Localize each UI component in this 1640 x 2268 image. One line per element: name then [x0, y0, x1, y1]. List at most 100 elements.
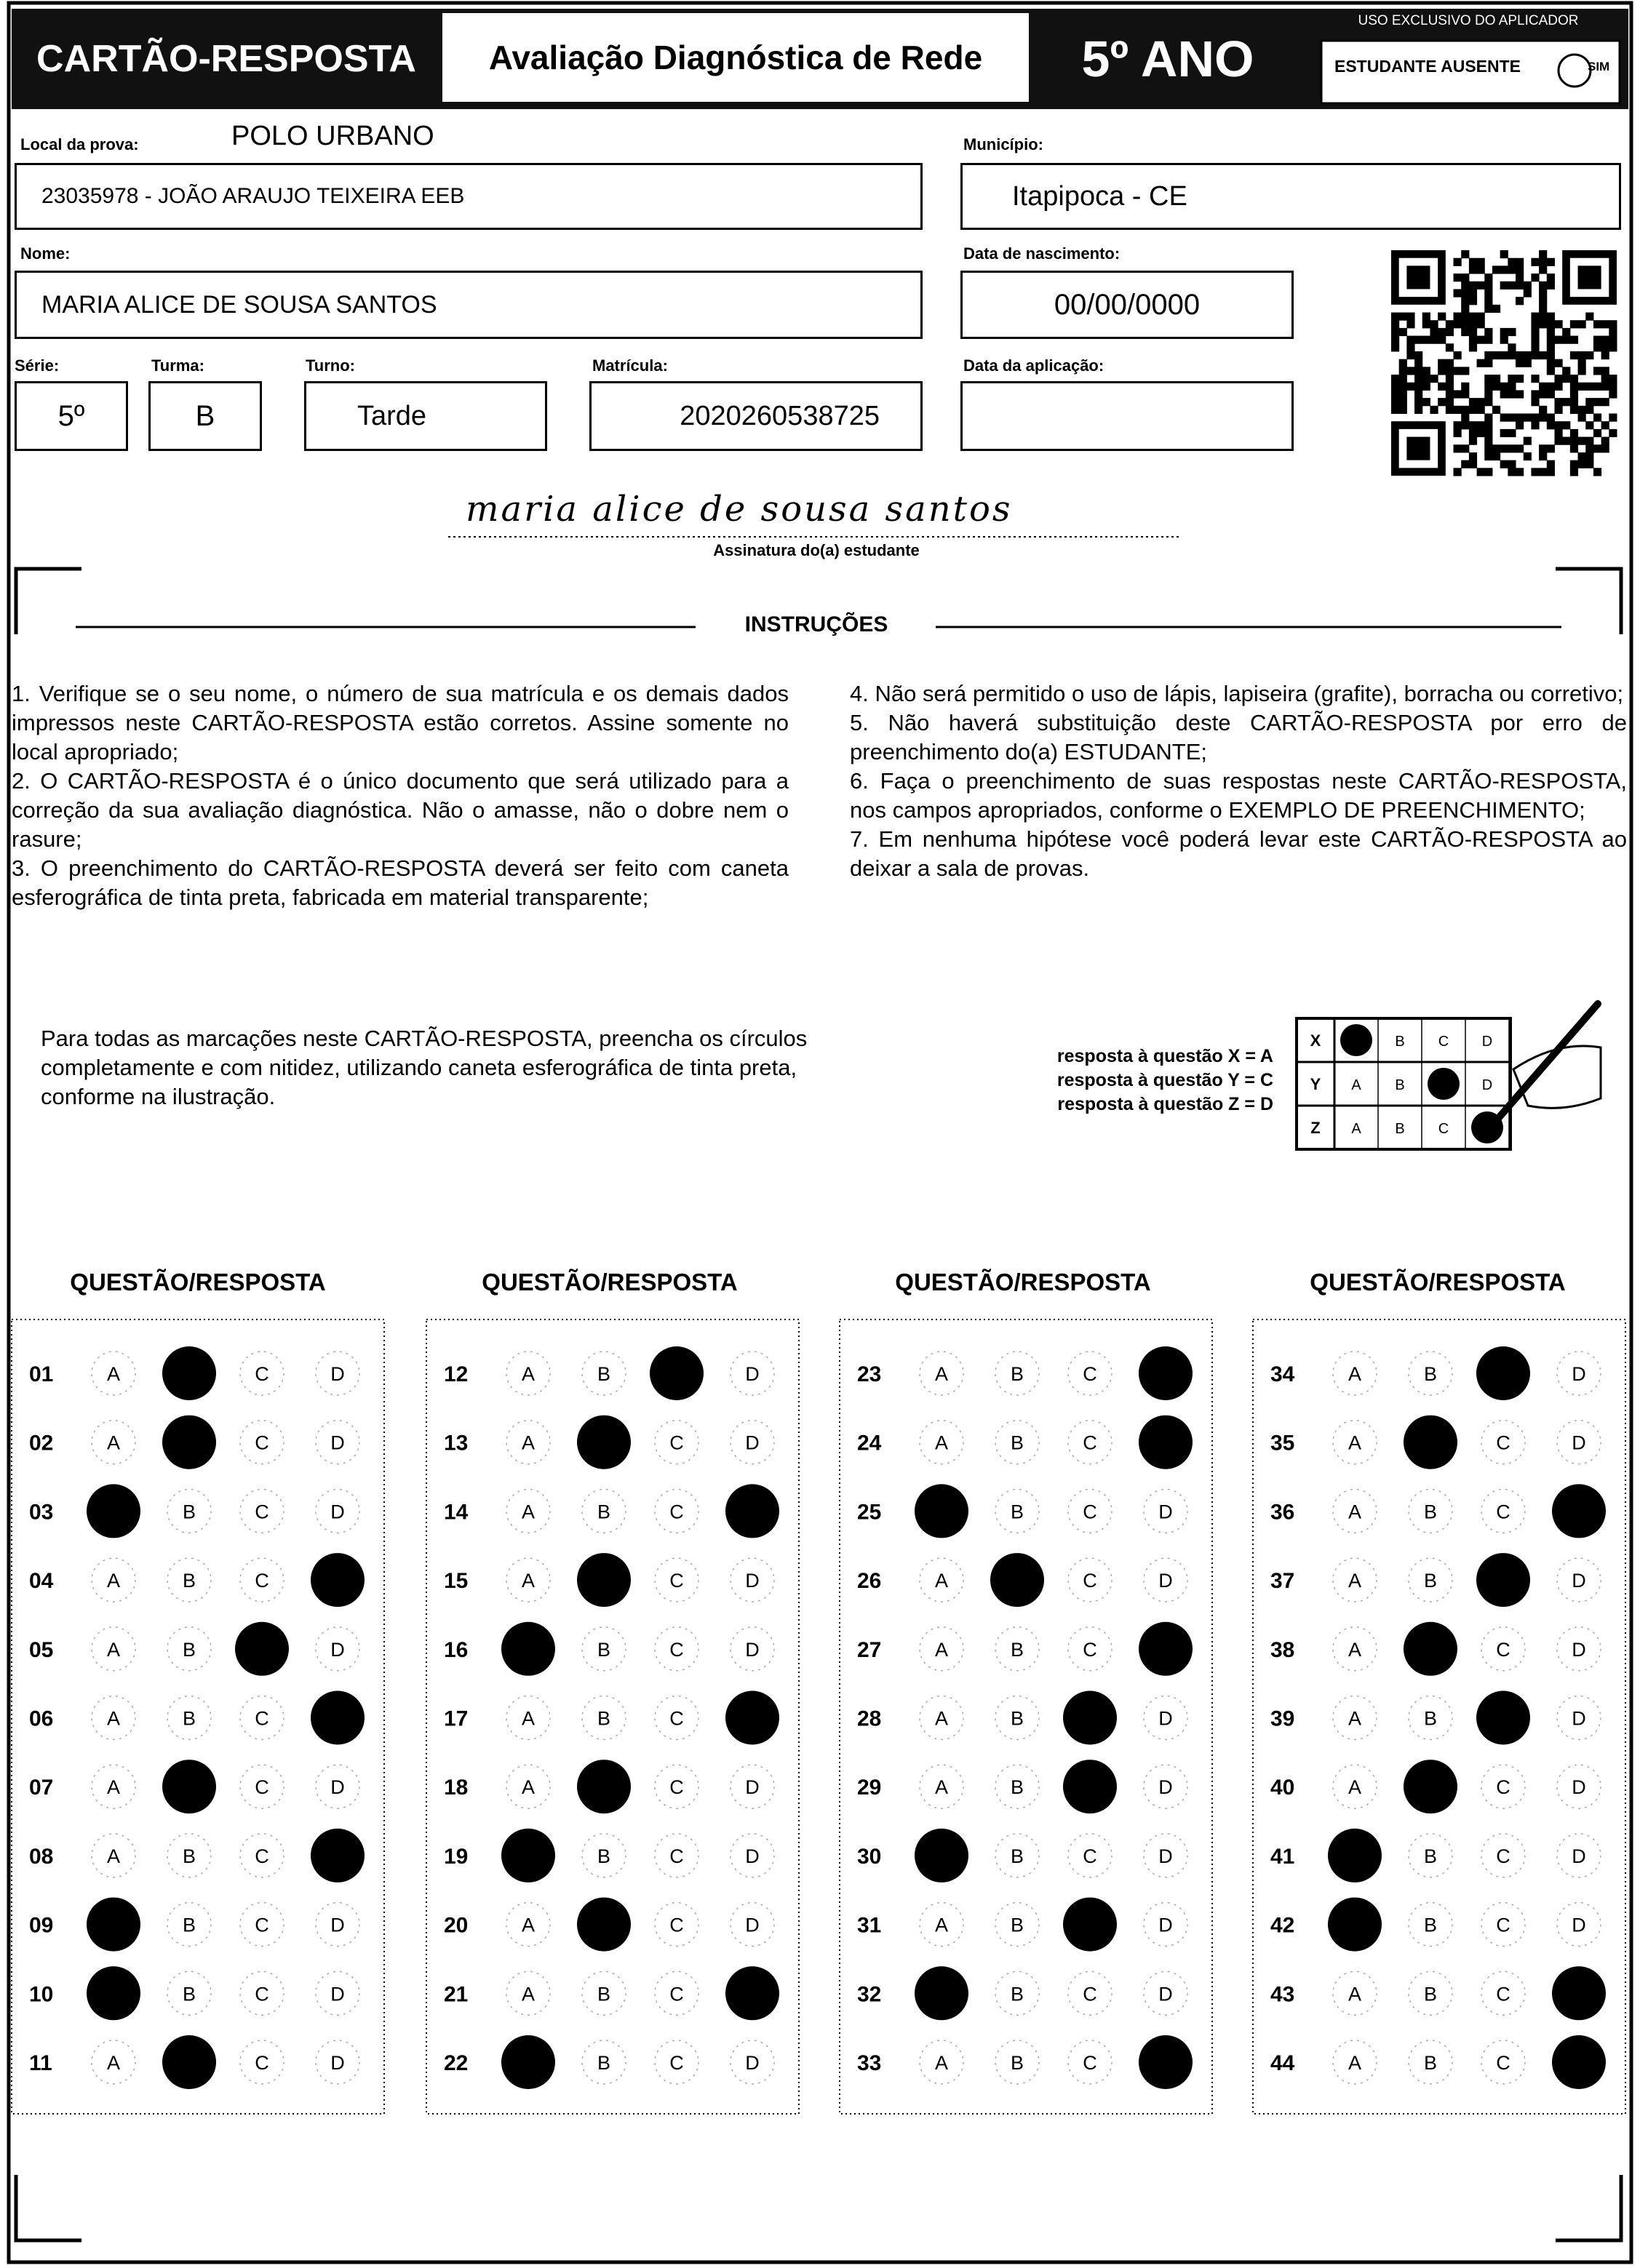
bubble-option: A — [522, 1570, 535, 1592]
corner-bracket — [14, 2175, 81, 2243]
bubble-option: B — [183, 1639, 196, 1661]
qr-module — [1468, 398, 1478, 407]
qr-module — [1531, 257, 1540, 266]
question-number: 03 — [29, 1500, 53, 1524]
empty-bubble — [239, 1695, 284, 1741]
qr-module — [1523, 413, 1532, 422]
qr-module — [1593, 468, 1602, 476]
question-number: 41 — [1270, 1845, 1294, 1869]
bubble-option: C — [1083, 1639, 1097, 1661]
empty-bubble — [1408, 1901, 1453, 1947]
empty-bubble — [1332, 1419, 1377, 1465]
qr-module — [1531, 375, 1540, 383]
filled-bubble — [162, 1415, 216, 1469]
example-option: A — [1351, 1077, 1361, 1093]
question-number: 12 — [444, 1362, 468, 1386]
sheet-subtitle: Avaliação Diagnóstica de Rede — [488, 39, 983, 76]
empty-bubble — [1481, 1833, 1526, 1878]
bubble-option: B — [183, 1708, 196, 1730]
empty-bubble — [1332, 1695, 1377, 1741]
empty-bubble — [919, 1626, 964, 1672]
example-option: D — [1482, 1034, 1492, 1050]
empty-bubble — [1332, 1626, 1377, 1672]
filled-bubble — [162, 1346, 216, 1400]
qr-module — [1546, 460, 1555, 468]
field-value: Tarde — [357, 400, 427, 431]
qr-module — [1601, 367, 1609, 375]
bubble-option: B — [1424, 1501, 1437, 1522]
field-value: MARIA ALICE DE SOUSA SANTOS — [41, 290, 437, 319]
empty-bubble — [1556, 1351, 1601, 1396]
filled-bubble — [1476, 1553, 1530, 1608]
qr-finder — [1577, 265, 1601, 290]
filled-bubble — [990, 1553, 1044, 1608]
empty-bubble — [506, 1695, 551, 1741]
qr-finder — [1390, 421, 1446, 476]
qr-module — [1531, 413, 1540, 422]
filled-bubble — [311, 1690, 365, 1745]
empty-bubble — [730, 1833, 775, 1878]
bubble-option: A — [522, 1983, 535, 2005]
filled-bubble — [162, 1760, 216, 1814]
question-number: 23 — [857, 1362, 881, 1386]
bubble-option: B — [597, 1845, 610, 1867]
qr-module — [1484, 281, 1493, 290]
qr-module — [1539, 452, 1548, 461]
field-value: 2020260538725 — [680, 400, 880, 431]
qr-module — [1453, 320, 1462, 329]
qr-module — [1531, 273, 1540, 282]
qr-module — [1546, 273, 1555, 282]
bubble-option: B — [183, 1845, 196, 1867]
filled-bubble — [1139, 2035, 1193, 2089]
empty-bubble — [1067, 1488, 1112, 1534]
qr-module — [1468, 327, 1478, 337]
qr-finder — [1562, 249, 1617, 305]
qr-module — [1569, 428, 1579, 438]
bubble-option: D — [1158, 1776, 1173, 1798]
qr-module — [1562, 436, 1571, 445]
question-number: 37 — [1270, 1569, 1294, 1593]
bubble-option: A — [522, 1363, 535, 1385]
qr-module — [1546, 468, 1555, 476]
qr-module — [1445, 359, 1454, 367]
qr-module — [1593, 382, 1602, 391]
qr-module — [1569, 320, 1579, 329]
instructions-right: 4. Não será permitido o uso de lápis, la… — [850, 679, 1627, 883]
empty-bubble — [1408, 2040, 1453, 2085]
field-box: B — [148, 381, 262, 451]
qr-module — [1476, 468, 1485, 476]
signature: maria alice de sousa santos — [466, 489, 1013, 530]
qr-module — [1546, 327, 1555, 337]
bubble-option: D — [1572, 1708, 1586, 1730]
qr-module — [1500, 327, 1508, 337]
filled-bubble — [87, 1897, 140, 1952]
qr-module — [1523, 452, 1532, 461]
qr-module — [1562, 375, 1571, 383]
empty-bubble — [1481, 1970, 1526, 2016]
example-text: Para todas as marcações neste CARTÃO-RES… — [41, 1026, 808, 1109]
bubble-option: C — [255, 1501, 269, 1522]
empty-bubble — [167, 1901, 212, 1947]
example-option: B — [1395, 1121, 1404, 1137]
qr-module — [1585, 436, 1594, 445]
qr-module — [1531, 335, 1540, 344]
qr-module — [1577, 413, 1586, 422]
qr-module — [1422, 367, 1430, 375]
qr-module — [1546, 257, 1555, 266]
filled-bubble — [725, 1690, 779, 1745]
empty-bubble — [1556, 1901, 1601, 1947]
bubble-option: B — [1011, 1914, 1024, 1936]
field-value: 5º — [57, 399, 85, 432]
qr-module — [1484, 390, 1493, 399]
empty-bubble — [1481, 1626, 1526, 1672]
example-filled-bubble — [1428, 1068, 1460, 1100]
qr-module — [1398, 312, 1407, 321]
qr-module — [1476, 265, 1485, 274]
filled-bubble — [577, 1897, 631, 1952]
qr-module — [1601, 320, 1609, 329]
bubble-option: A — [935, 1708, 948, 1730]
bubble-option: C — [669, 1501, 684, 1522]
empty-bubble — [1556, 1695, 1601, 1741]
legend-line: resposta à questão Z = D — [1057, 1094, 1273, 1114]
bubble-option: A — [935, 1363, 948, 1385]
